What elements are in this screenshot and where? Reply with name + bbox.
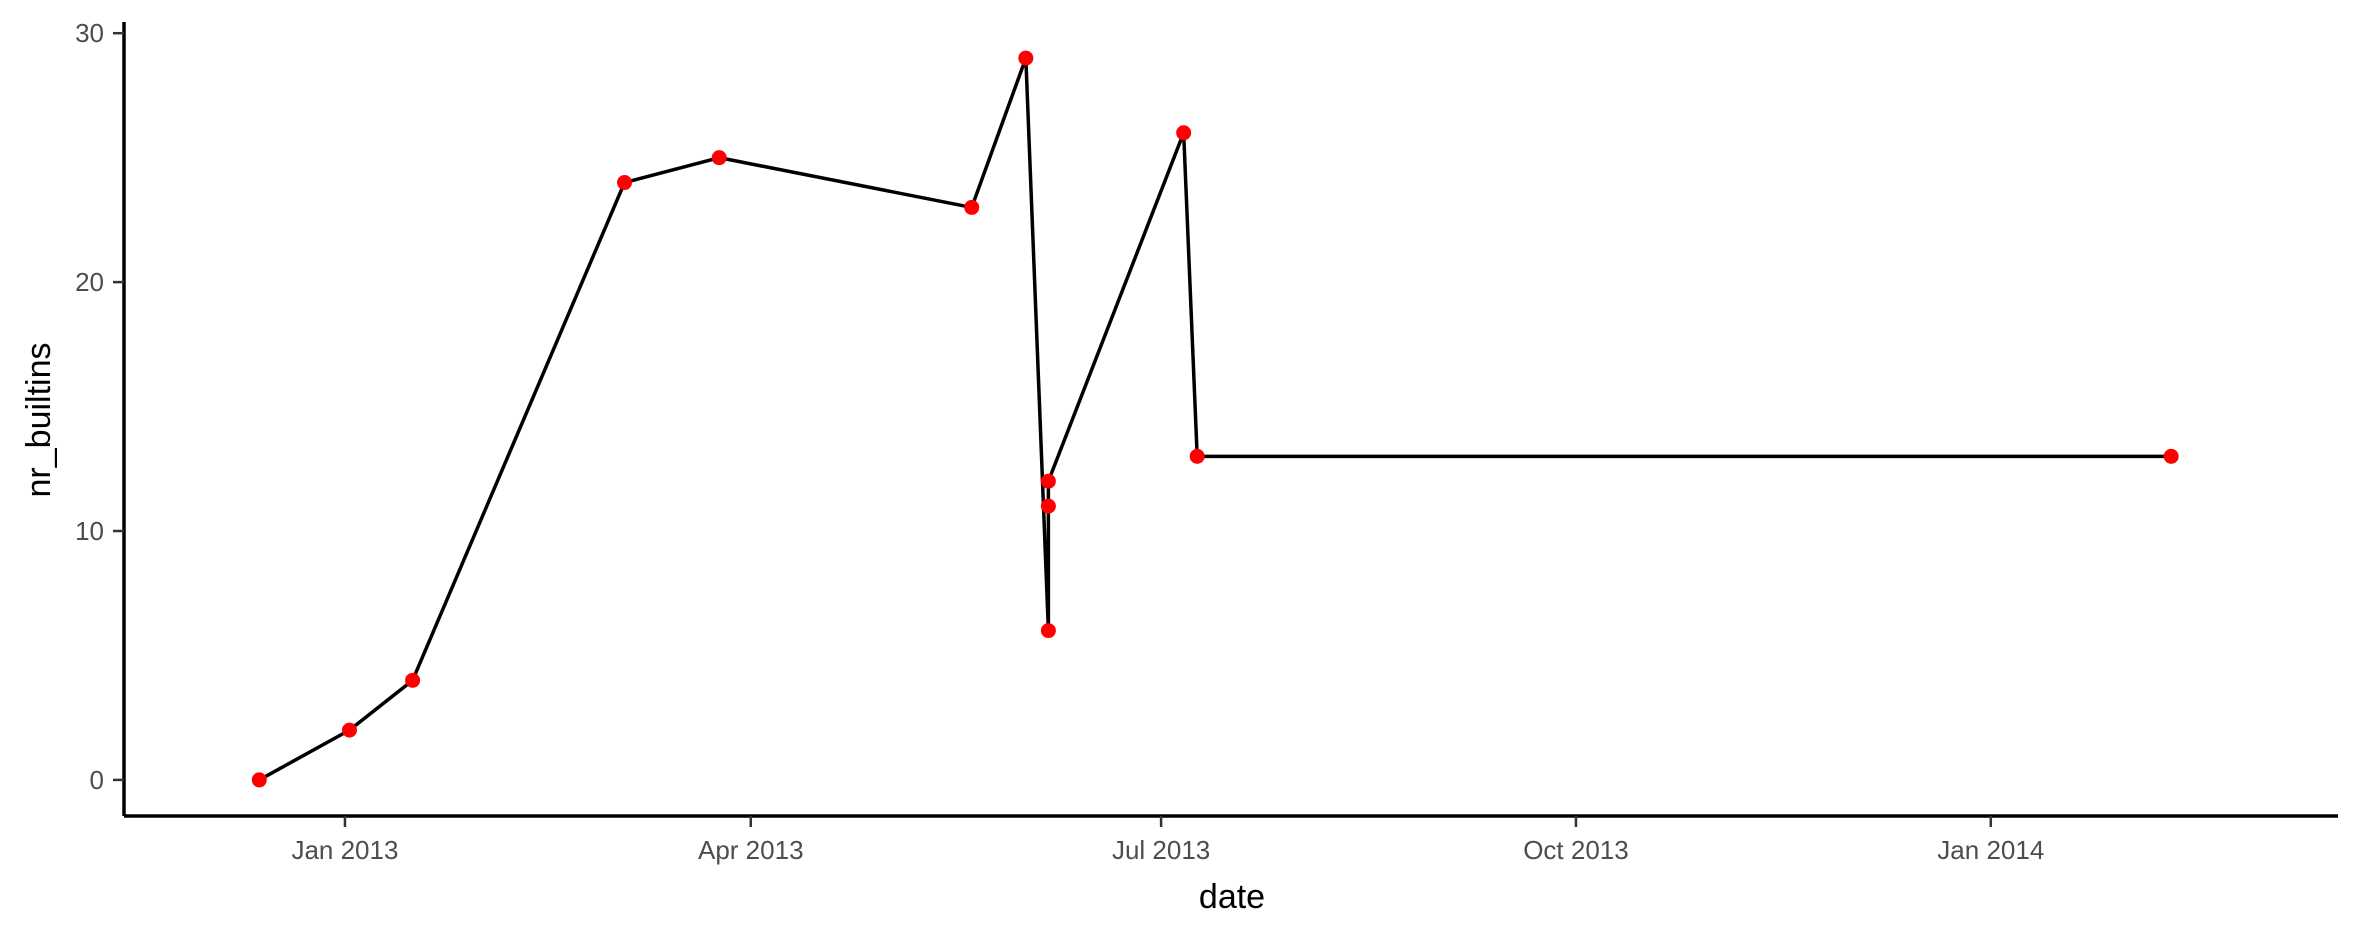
- data-point: [1040, 498, 1056, 514]
- data-point: [1189, 448, 1205, 464]
- x-tick-label: Apr 2013: [698, 835, 804, 865]
- data-point: [1040, 623, 1056, 639]
- data-point: [964, 199, 980, 215]
- series-line: [258, 56, 2172, 782]
- x-tick-label: Jan 2014: [1937, 835, 2044, 865]
- y-tick-label: 20: [75, 267, 104, 297]
- y-tick-label: 0: [90, 765, 104, 795]
- data-point: [251, 772, 267, 788]
- data-point: [341, 722, 357, 738]
- data-point: [1176, 125, 1192, 141]
- y-axis-title: nr_builtins: [20, 343, 58, 498]
- y-axis: 0 10 20 30: [75, 18, 126, 816]
- data-point: [1040, 473, 1056, 489]
- y-tick-label: 10: [75, 516, 104, 546]
- data-point: [617, 175, 633, 191]
- x-tick-label: Oct 2013: [1523, 835, 1629, 865]
- x-axis: Jan 2013 Apr 2013 Jul 2013 Oct 2013 Jan 2014: [124, 814, 2338, 865]
- x-tick-label: Jul 2013: [1112, 835, 1210, 865]
- series: [251, 50, 2179, 788]
- data-point: [405, 672, 421, 688]
- data-point: [1018, 50, 1034, 66]
- y-tick-label: 30: [75, 18, 104, 48]
- x-tick-label: Jan 2013: [291, 835, 398, 865]
- data-point: [2163, 448, 2179, 464]
- data-point: [711, 150, 727, 166]
- x-axis-title: date: [1199, 878, 1265, 916]
